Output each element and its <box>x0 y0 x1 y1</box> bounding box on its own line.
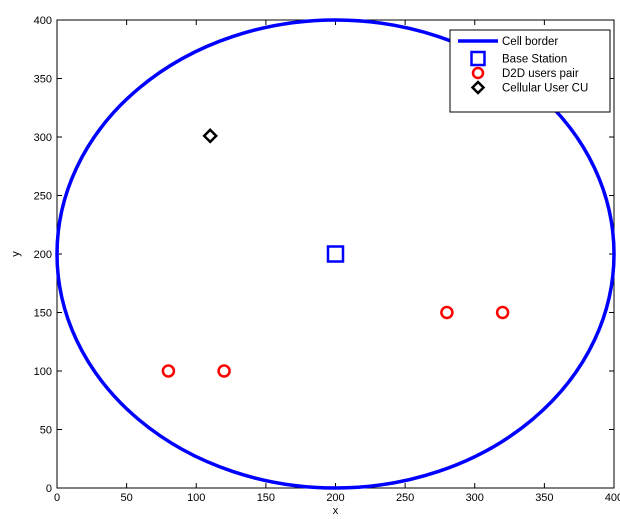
square-data-point <box>326 245 345 263</box>
legend: Cell border Base Station D2D users pair Cel… <box>449 29 611 113</box>
x-tick-label: 300 <box>466 492 484 504</box>
x-tick-label: 50 <box>121 492 133 504</box>
legend-label: Cell border <box>502 36 558 48</box>
legend-label: Base Station <box>502 54 567 66</box>
x-tick-label: 400 <box>605 492 620 504</box>
axis-ticks: 0 50 100 150 200 250 300 350 400 0 50 100 150 200 250 3… <box>34 15 620 504</box>
legend-label: D2D users pair <box>502 68 579 80</box>
y-tick-label: 50 <box>40 425 52 437</box>
legend-box <box>449 29 611 113</box>
y-tick-label: 150 <box>34 308 52 320</box>
legend-diamond-swatch <box>470 80 486 95</box>
x-tick-label: 350 <box>535 492 553 504</box>
diamond-data-point <box>202 128 218 144</box>
x-tick-label: 0 <box>54 492 60 504</box>
y-tick-label: 400 <box>34 15 52 27</box>
y-tick-label: 350 <box>34 74 52 86</box>
x-axis-title: x <box>333 505 339 517</box>
x-tick-label: 150 <box>257 492 275 504</box>
circle-data-point <box>440 305 454 320</box>
legend-square-swatch <box>470 50 486 67</box>
circle-data-point <box>161 364 176 378</box>
cell-border-line <box>55 18 616 490</box>
y-axis-title: y <box>10 251 22 257</box>
x-tick-label: 200 <box>326 492 344 504</box>
y-tick-label: 250 <box>34 191 52 203</box>
x-tick-label: 100 <box>187 492 205 504</box>
data-series <box>55 18 616 490</box>
circle-data-point <box>495 305 510 320</box>
legend-label: Cellular User CU <box>502 83 588 95</box>
x-tick-label: 250 <box>396 492 414 504</box>
y-tick-label: 200 <box>34 249 52 261</box>
y-tick-label: 0 <box>46 483 52 495</box>
legend-circle-swatch <box>471 66 485 80</box>
circle-data-point <box>217 364 231 378</box>
y-tick-label: 300 <box>34 132 52 144</box>
y-tick-label: 100 <box>34 366 52 378</box>
